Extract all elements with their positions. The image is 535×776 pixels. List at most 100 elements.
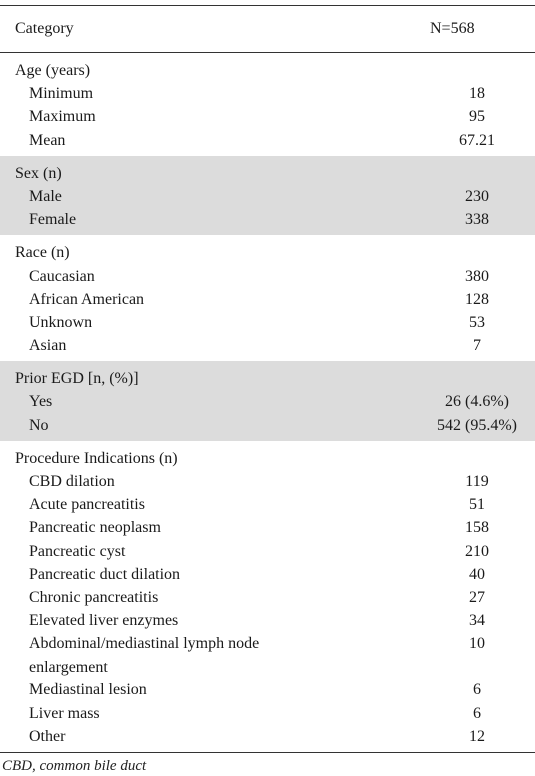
row-label: Male bbox=[29, 185, 62, 208]
table-row: Mean 67.21 bbox=[0, 129, 535, 152]
row-value: 67.21 bbox=[459, 129, 495, 152]
table-row: Minimum 18 bbox=[0, 82, 535, 105]
table-row: No 542 (95.4%) bbox=[0, 414, 535, 437]
row-label: Liver mass bbox=[29, 702, 100, 725]
row-label-text: Yes bbox=[29, 393, 53, 411]
row-label-text: Other bbox=[29, 727, 66, 745]
row-label: Chronic pancreatitis bbox=[29, 586, 158, 609]
row-label-text: Elevated liver enzymes bbox=[29, 612, 179, 630]
table-group: Sex (n) Male 230 Female 338 bbox=[0, 155, 535, 236]
table-row: Elevated liver enzymes 34 bbox=[0, 609, 535, 632]
row-value: 6 bbox=[473, 702, 481, 725]
table-row: Acute pancreatitis 51 bbox=[0, 493, 535, 516]
row-value: 6 bbox=[473, 678, 481, 701]
row-value-text: 6 bbox=[473, 704, 481, 722]
row-value-text: 51 bbox=[469, 496, 485, 514]
row-label-text: Caucasian bbox=[29, 267, 95, 285]
row-value: 95 bbox=[469, 105, 485, 128]
row-label: Unknown bbox=[29, 311, 92, 334]
row-label: Maximum bbox=[29, 105, 96, 128]
row-label-text: Abdominal/mediastinal lymph node bbox=[29, 635, 260, 653]
row-value-text: 380 bbox=[465, 267, 489, 285]
group-title: Procedure Indications (n) bbox=[15, 449, 178, 467]
row-value-text: 6 bbox=[473, 681, 481, 699]
group-title: Race (n) bbox=[15, 244, 70, 262]
row-label: Pancreatic cyst bbox=[29, 540, 125, 563]
table-row: Pancreatic neoplasm 158 bbox=[0, 516, 535, 539]
row-value: 40 bbox=[469, 563, 485, 586]
header-category: Category bbox=[15, 20, 74, 37]
row-value: 53 bbox=[469, 311, 485, 334]
row-label: Acute pancreatitis bbox=[29, 493, 145, 516]
row-value-text: 27 bbox=[469, 588, 485, 606]
row-value-text: 158 bbox=[465, 519, 489, 537]
row-value-text: 95 bbox=[469, 108, 485, 126]
row-label: Yes bbox=[29, 390, 52, 413]
row-value-text: 40 bbox=[469, 565, 485, 583]
table-footnote: CBD, common bile duct bbox=[2, 758, 147, 774]
row-value: 12 bbox=[469, 725, 485, 748]
row-label: Minimum bbox=[29, 82, 93, 105]
table-row: Maximum 95 bbox=[0, 105, 535, 128]
row-label: Mediastinal lesion bbox=[29, 678, 147, 701]
row-label-text: African American bbox=[29, 290, 145, 308]
row-label-text: Liver mass bbox=[29, 704, 100, 722]
row-value-text: 542 (95.4%) bbox=[437, 416, 517, 434]
table-group: Procedure Indications (n) CBD dilation 119… bbox=[0, 441, 535, 752]
row-label-text: No bbox=[29, 416, 49, 434]
row-label: Other bbox=[29, 725, 65, 748]
row-label-text: Mean bbox=[29, 131, 66, 149]
row-label: Caucasian bbox=[29, 265, 95, 288]
row-label-text: Chronic pancreatitis bbox=[29, 588, 159, 606]
row-value: 18 bbox=[469, 82, 485, 105]
row-label-text: Unknown bbox=[29, 313, 93, 331]
row-label: Elevated liver enzymes bbox=[29, 609, 178, 632]
demographics-table: Category N=568 Age (years) Minimum 18 Maxim… bbox=[0, 6, 535, 753]
row-value-text: 67.21 bbox=[459, 131, 495, 149]
row-label-text: Mediastinal lesion bbox=[29, 681, 147, 699]
row-value: 230 bbox=[465, 185, 489, 208]
row-value-text: 338 bbox=[465, 211, 489, 229]
table-row: Female 338 bbox=[0, 208, 535, 231]
row-label: Mean bbox=[29, 129, 65, 152]
row-label-text: Minimum bbox=[29, 85, 94, 103]
row-label: Pancreatic neoplasm bbox=[29, 516, 161, 539]
table-row: Abdominal/mediastinal lymph node enlargem… bbox=[0, 632, 535, 678]
row-value-text: 34 bbox=[469, 612, 485, 630]
row-value: 7 bbox=[473, 334, 481, 357]
table-row: Other 12 bbox=[0, 725, 535, 748]
table-row: Male 230 bbox=[0, 185, 535, 208]
row-label-text: Pancreatic duct dilation bbox=[29, 565, 181, 583]
row-value-text: 210 bbox=[465, 542, 489, 560]
group-title: Prior EGD [n, (%)] bbox=[15, 370, 139, 388]
table-row: African American 128 bbox=[0, 288, 535, 311]
table-row: Asian 7 bbox=[0, 334, 535, 357]
row-label: Asian bbox=[29, 334, 66, 357]
row-label-text: Asian bbox=[29, 337, 67, 355]
table-row: CBD dilation 119 bbox=[0, 470, 535, 493]
row-label: No bbox=[29, 414, 49, 437]
table-bottom-rule bbox=[0, 751, 535, 753]
table-group: Race (n) Caucasian 380 African American 128 U… bbox=[0, 235, 535, 361]
row-label-text: Maximum bbox=[29, 108, 96, 126]
table-row: Pancreatic duct dilation 40 bbox=[0, 563, 535, 586]
row-value-text: 7 bbox=[473, 337, 481, 355]
row-value: 51 bbox=[469, 493, 485, 516]
row-value: 27 bbox=[469, 586, 485, 609]
group-title-row: Sex (n) bbox=[0, 162, 535, 185]
row-value-text: 53 bbox=[469, 313, 485, 331]
table-row: Chronic pancreatitis 27 bbox=[0, 586, 535, 609]
table-row: Yes 26 (4.6%) bbox=[0, 390, 535, 413]
row-label: Abdominal/mediastinal lymph node enlargem… bbox=[29, 632, 259, 678]
row-value-text: 119 bbox=[465, 473, 489, 490]
row-label-text: Male bbox=[29, 187, 62, 205]
row-label-text: Acute pancreatitis bbox=[29, 496, 145, 514]
row-value-text: 26 (4.6%) bbox=[445, 393, 509, 411]
row-value-text: 230 bbox=[465, 187, 489, 205]
row-value: 380 bbox=[465, 265, 489, 288]
table-body: Age (years) Minimum 18 Maximum 95 Mean 67.21 Se… bbox=[0, 53, 535, 752]
table-group: Age (years) Minimum 18 Maximum 95 Mean 67.21 bbox=[0, 53, 535, 156]
row-label-text: Pancreatic neoplasm bbox=[29, 519, 161, 537]
row-value: 542 (95.4%) bbox=[437, 414, 517, 437]
row-label-text: CBD dilation bbox=[29, 473, 115, 490]
